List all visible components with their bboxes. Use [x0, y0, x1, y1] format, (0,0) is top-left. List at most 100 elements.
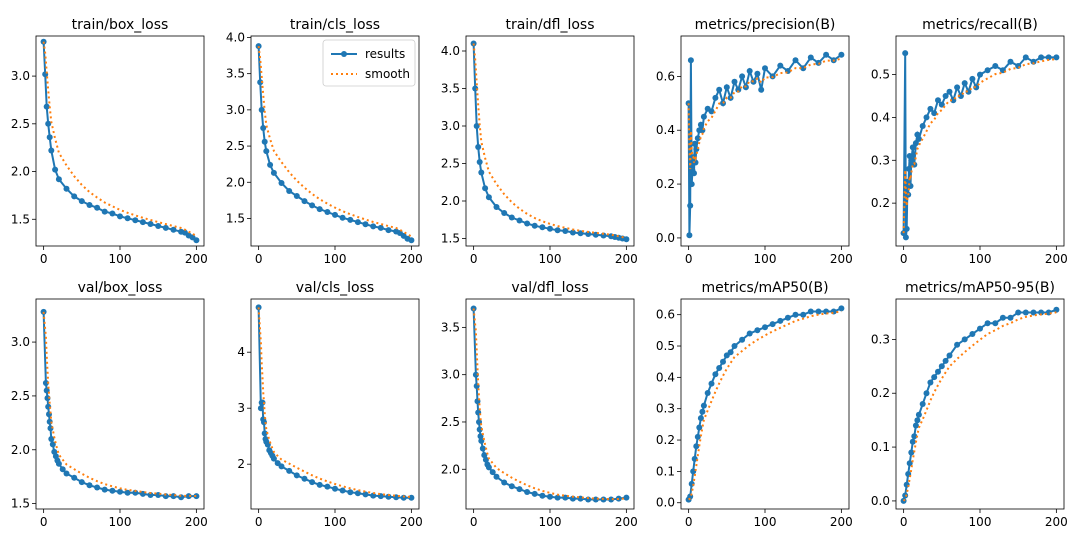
results-point — [354, 219, 361, 226]
results-point — [309, 479, 316, 486]
results-point — [476, 159, 483, 165]
y-tick-label: 0.0 — [871, 494, 890, 508]
results-point — [961, 336, 968, 343]
smooth-line — [257, 307, 412, 498]
y-tick-label: 2.0 — [441, 194, 460, 208]
x-tick-label: 200 — [615, 252, 638, 266]
subplot-title: val/cls_loss — [296, 280, 374, 296]
results-point — [754, 70, 761, 77]
results-point — [94, 204, 101, 211]
results-point — [301, 198, 308, 205]
results-point — [472, 371, 479, 378]
y-tick-label: 2.0 — [441, 462, 460, 476]
results-point — [758, 86, 765, 93]
results-point — [42, 380, 49, 386]
results-point — [531, 490, 538, 497]
results-point — [935, 97, 941, 104]
results-point — [508, 214, 515, 221]
results-point — [716, 365, 723, 371]
y-tick-label: 0.2 — [871, 196, 890, 210]
results-line — [902, 53, 1057, 238]
legend: results smooth — [322, 39, 416, 87]
results-point — [1007, 58, 1014, 65]
subplot-title: val/box_loss — [78, 280, 163, 296]
results-point — [838, 51, 845, 58]
results-point — [1045, 54, 1052, 61]
results-point — [475, 144, 482, 150]
y-tick-label: 0.5 — [871, 68, 890, 82]
results-point — [347, 216, 354, 223]
subplot: val/box_loss 0 100 200 1.5 2.0 2.5 3.0 — [11, 280, 208, 529]
results-point — [815, 308, 822, 315]
results-point — [700, 402, 707, 409]
results-point — [476, 426, 483, 433]
plot-frame — [895, 35, 1065, 247]
smooth-line — [687, 57, 842, 170]
results-point — [691, 170, 697, 177]
results-point — [687, 202, 694, 209]
results-point — [569, 495, 576, 502]
results-point — [977, 71, 983, 78]
y-tick-label: 0.5 — [656, 339, 675, 353]
results-point — [124, 215, 131, 222]
plot-area — [685, 305, 845, 503]
results-point — [716, 86, 723, 93]
plot-area — [255, 43, 415, 244]
results-point — [961, 80, 968, 87]
y-tick-label: 3.0 — [226, 103, 245, 117]
results-point — [339, 487, 346, 494]
results-point — [117, 488, 123, 495]
results-point — [347, 489, 354, 496]
y-tick-label: 0.4 — [656, 370, 675, 384]
plot-area — [40, 38, 200, 244]
results-point — [316, 481, 323, 488]
plot-area — [470, 40, 630, 243]
results-point — [267, 161, 274, 168]
y-tick-label: 3.0 — [11, 335, 30, 349]
results-point — [696, 424, 703, 431]
results-point — [691, 140, 698, 147]
results-point — [735, 86, 742, 93]
x-tick-label: 100 — [969, 515, 992, 529]
results-point — [48, 147, 55, 154]
results-point — [1030, 309, 1037, 316]
results-point — [162, 224, 169, 231]
plot-area — [900, 306, 1060, 504]
results-point — [78, 198, 85, 205]
y-tick-label: 4 — [237, 345, 245, 359]
results-point — [942, 357, 949, 364]
smooth-line — [902, 311, 1057, 502]
results-point — [524, 220, 531, 227]
plot-frame — [465, 298, 635, 510]
x-tick-label: 200 — [615, 515, 638, 529]
results-point — [516, 486, 523, 493]
results-point — [71, 193, 78, 200]
results-point — [257, 405, 264, 412]
results-point — [270, 169, 277, 176]
results-point — [687, 57, 694, 64]
results-point — [739, 73, 746, 80]
results-point — [139, 219, 146, 226]
y-tick-label: 0.6 — [656, 308, 675, 322]
results-line — [687, 307, 842, 501]
results-point — [63, 185, 70, 192]
y-tick-label: 3.0 — [11, 69, 30, 83]
subplot: val/dfl_loss 0 100 200 2.0 2.5 3.0 3.5 — [441, 280, 638, 529]
results-point — [554, 227, 561, 234]
y-tick-label: 0.4 — [656, 123, 675, 137]
smooth-line — [42, 41, 197, 237]
y-tick-label: 3.5 — [226, 67, 245, 81]
results-point — [727, 349, 734, 356]
subplot: train/cls_loss 0 100 200 1.5 2.0 2.5 3.0 3.5 4.0 r… — [226, 17, 423, 266]
results-point — [385, 493, 392, 500]
results-point — [700, 113, 707, 120]
results-point — [915, 135, 922, 142]
results-point — [909, 438, 916, 445]
results-point — [731, 78, 738, 85]
subplot-title: metrics/mAP50(B) — [701, 280, 828, 296]
results-point — [501, 479, 508, 486]
y-tick-label: 0.3 — [871, 332, 890, 346]
results-point — [473, 123, 480, 129]
results-point — [777, 62, 784, 69]
x-tick-label: 100 — [754, 252, 777, 266]
